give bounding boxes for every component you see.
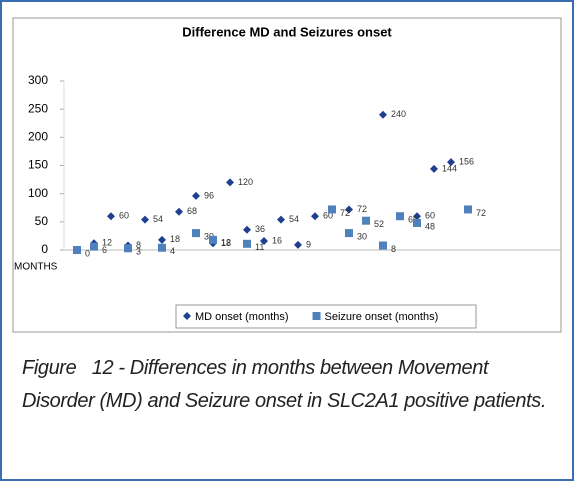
square-marker [379, 241, 387, 250]
diamond-marker [447, 158, 455, 167]
legend-label: MD onset (months) [195, 311, 289, 323]
diamond-marker [294, 240, 302, 249]
diamond-marker [107, 212, 115, 221]
y-tick-label: 200 [28, 130, 48, 144]
data-label: 12 [221, 238, 231, 248]
square-marker [90, 242, 98, 251]
diamond-marker [413, 212, 421, 221]
square-marker [362, 216, 370, 225]
diamond-marker [141, 215, 149, 224]
y-tick-label: 300 [28, 73, 48, 87]
chart-border [12, 17, 562, 333]
data-label: 60 [119, 211, 129, 221]
data-label: 72 [357, 204, 367, 214]
data-label: 36 [255, 224, 265, 234]
square-marker [73, 246, 81, 254]
data-label: 68 [187, 206, 197, 216]
data-label: 6 [102, 245, 107, 255]
data-label: 12 [102, 238, 112, 248]
y-tick-label: 50 [35, 214, 49, 228]
y-tick-label: 250 [28, 101, 48, 115]
square-marker [209, 235, 217, 244]
y-tick-label: 100 [28, 186, 48, 200]
figure-caption: Figure 12 - Differences in months betwee… [22, 357, 547, 412]
data-label: 11 [255, 242, 264, 252]
diamond-marker [226, 178, 234, 187]
data-label: 8 [391, 244, 396, 254]
diamond-marker [175, 207, 183, 216]
diamond-marker [243, 225, 251, 234]
data-label: 144 [442, 163, 457, 173]
data-label: 0 [85, 248, 90, 258]
data-label: 54 [289, 214, 299, 224]
diamond-marker [277, 215, 285, 224]
square-marker [158, 243, 166, 252]
square-marker [312, 312, 321, 320]
data-label: 156 [459, 156, 474, 166]
square-marker [345, 229, 353, 238]
square-marker [396, 212, 404, 221]
data-label: 52 [374, 219, 384, 229]
data-label: 8 [136, 240, 141, 250]
data-label: 9 [306, 239, 311, 249]
diamond-marker [183, 312, 191, 320]
data-label: 96 [204, 190, 214, 200]
data-label: 30 [357, 231, 367, 241]
data-label: 3 [136, 247, 141, 257]
square-marker [124, 244, 132, 253]
square-marker [243, 239, 251, 248]
square-marker [413, 218, 421, 227]
diamond-marker [430, 164, 438, 173]
diamond-marker [345, 205, 353, 214]
data-label: 48 [425, 221, 435, 231]
data-label: 72 [340, 208, 350, 218]
diamond-marker [192, 191, 200, 200]
chart-title: Difference MD and Seizures onset [182, 24, 392, 39]
diamond-marker [158, 235, 166, 244]
data-label: 18 [221, 238, 231, 248]
data-label: 54 [153, 214, 163, 224]
data-label: 60 [323, 211, 333, 221]
diamond-marker [379, 110, 387, 119]
data-label: 16 [272, 235, 282, 245]
square-marker [192, 229, 200, 238]
data-label: 240 [391, 109, 406, 119]
data-label: 18 [170, 234, 180, 244]
square-marker [328, 205, 336, 214]
y-tick-label: 0 [41, 242, 48, 256]
square-marker [464, 205, 472, 214]
data-label: 60 [425, 211, 435, 221]
data-label: 4 [170, 246, 175, 256]
diamond-marker [311, 212, 319, 221]
y-tick-label: 150 [28, 158, 48, 172]
legend-label: Seizure onset (months) [325, 311, 439, 323]
data-label: 72 [476, 208, 486, 218]
legend-box [175, 304, 477, 329]
chart: Difference MD and Seizures onset MONTHS … [12, 17, 562, 333]
data-label: 120 [238, 177, 253, 187]
diamond-marker [260, 236, 268, 245]
x-axis-label: MONTHS [14, 262, 58, 273]
